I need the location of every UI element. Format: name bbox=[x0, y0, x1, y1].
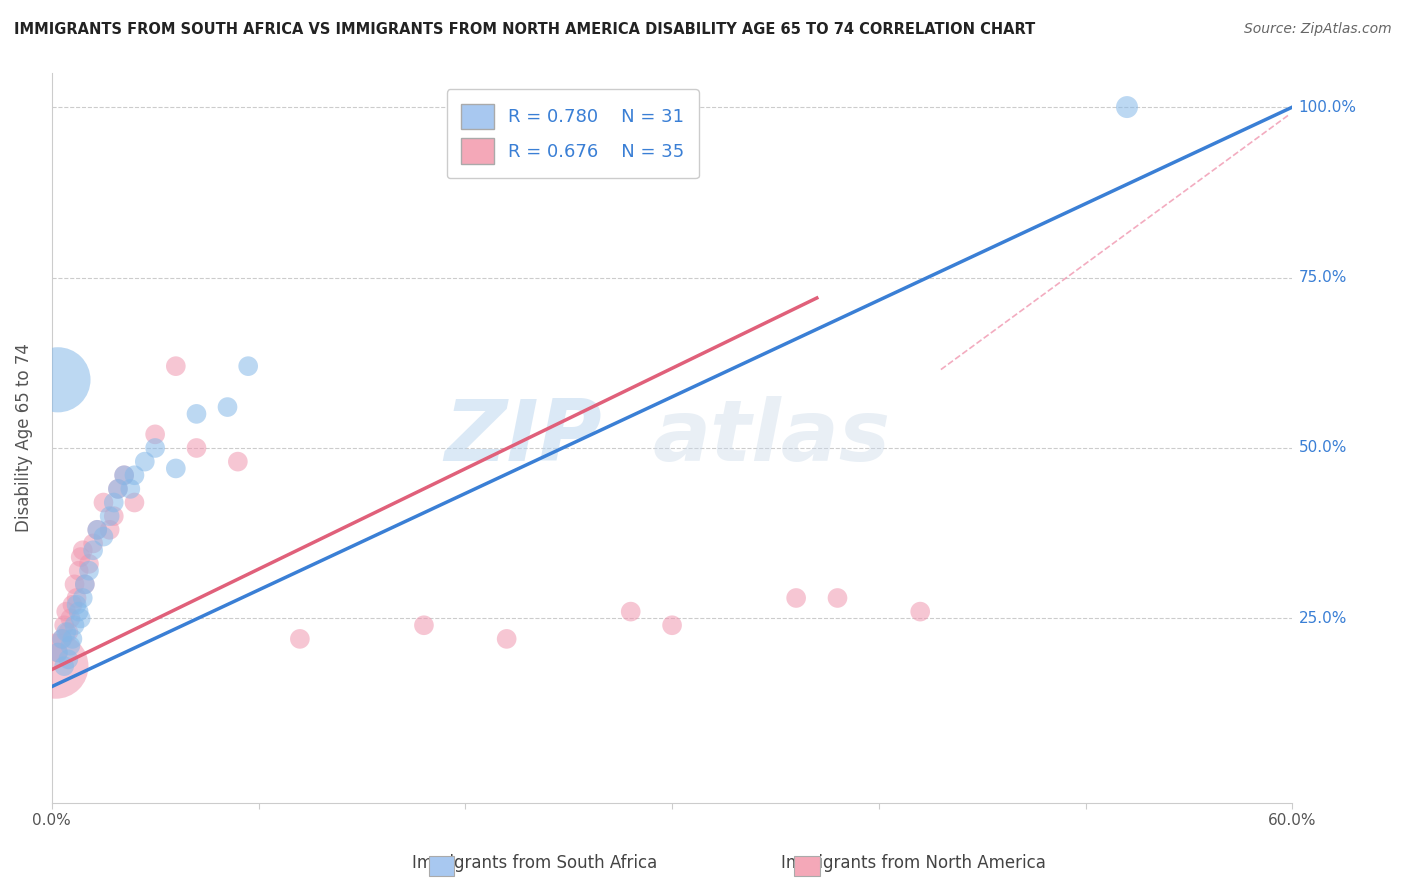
Text: 50.0%: 50.0% bbox=[1299, 441, 1347, 456]
Point bbox=[495, 632, 517, 646]
Point bbox=[58, 625, 80, 640]
Point bbox=[55, 625, 77, 640]
Point bbox=[46, 646, 69, 660]
Text: 100.0%: 100.0% bbox=[1299, 100, 1357, 114]
Point bbox=[63, 577, 86, 591]
Point bbox=[86, 523, 108, 537]
Point bbox=[58, 652, 80, 666]
Point bbox=[65, 598, 87, 612]
Point bbox=[1116, 100, 1139, 114]
Point bbox=[143, 441, 166, 455]
Point bbox=[120, 482, 142, 496]
Point bbox=[98, 523, 121, 537]
Point bbox=[103, 495, 125, 509]
Text: atlas: atlas bbox=[652, 396, 890, 479]
Point bbox=[46, 646, 69, 660]
Point bbox=[51, 632, 73, 646]
Point bbox=[98, 509, 121, 524]
Point bbox=[134, 455, 156, 469]
Point bbox=[165, 461, 187, 475]
Point bbox=[103, 509, 125, 524]
Point bbox=[55, 605, 77, 619]
Point bbox=[62, 598, 84, 612]
Point bbox=[53, 618, 76, 632]
Point bbox=[226, 455, 249, 469]
Point bbox=[67, 605, 90, 619]
Y-axis label: Disability Age 65 to 74: Disability Age 65 to 74 bbox=[15, 343, 32, 533]
Text: ZIP: ZIP bbox=[444, 396, 602, 479]
Text: 25.0%: 25.0% bbox=[1299, 611, 1347, 626]
Point bbox=[785, 591, 807, 605]
Point bbox=[59, 639, 82, 653]
Text: IMMIGRANTS FROM SOUTH AFRICA VS IMMIGRANTS FROM NORTH AMERICA DISABILITY AGE 65 : IMMIGRANTS FROM SOUTH AFRICA VS IMMIGRAN… bbox=[14, 22, 1035, 37]
Point bbox=[51, 632, 73, 646]
Point bbox=[77, 564, 100, 578]
Point bbox=[77, 557, 100, 571]
Point bbox=[93, 495, 115, 509]
Point bbox=[827, 591, 849, 605]
Point bbox=[67, 564, 90, 578]
Legend: R = 0.780    N = 31, R = 0.676    N = 35: R = 0.780 N = 31, R = 0.676 N = 35 bbox=[447, 89, 699, 178]
Point bbox=[112, 468, 135, 483]
Point bbox=[186, 407, 208, 421]
Point bbox=[93, 530, 115, 544]
Point bbox=[124, 495, 146, 509]
Point bbox=[45, 659, 67, 673]
Point bbox=[53, 659, 76, 673]
Point bbox=[908, 605, 931, 619]
Point bbox=[124, 468, 146, 483]
Text: Immigrants from North America: Immigrants from North America bbox=[782, 855, 1046, 872]
Point bbox=[661, 618, 683, 632]
Point bbox=[72, 543, 94, 558]
Point bbox=[73, 577, 96, 591]
Point bbox=[112, 468, 135, 483]
Point bbox=[69, 550, 91, 565]
Point bbox=[413, 618, 436, 632]
Point bbox=[86, 523, 108, 537]
Point bbox=[62, 632, 84, 646]
Point bbox=[69, 611, 91, 625]
Point bbox=[73, 577, 96, 591]
Text: 75.0%: 75.0% bbox=[1299, 270, 1347, 285]
Point bbox=[107, 482, 129, 496]
Point bbox=[82, 536, 104, 550]
Point bbox=[288, 632, 311, 646]
Point bbox=[238, 359, 260, 373]
Point bbox=[107, 482, 129, 496]
Point bbox=[59, 611, 82, 625]
Point bbox=[46, 373, 69, 387]
Point bbox=[217, 400, 239, 414]
Point bbox=[63, 618, 86, 632]
Point bbox=[186, 441, 208, 455]
Point bbox=[82, 543, 104, 558]
Text: Source: ZipAtlas.com: Source: ZipAtlas.com bbox=[1244, 22, 1392, 37]
Point bbox=[165, 359, 187, 373]
Point bbox=[143, 427, 166, 442]
Point bbox=[72, 591, 94, 605]
Point bbox=[65, 591, 87, 605]
Point bbox=[620, 605, 643, 619]
Text: Immigrants from South Africa: Immigrants from South Africa bbox=[412, 855, 657, 872]
